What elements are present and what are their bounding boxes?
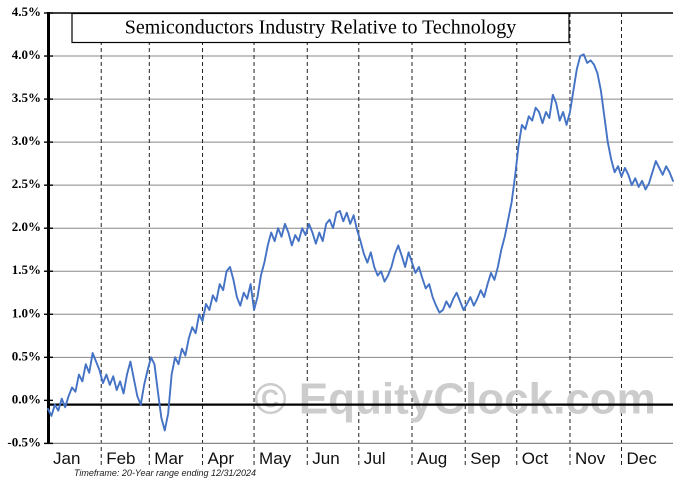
x-axis-label-Sep: Sep: [470, 449, 500, 468]
x-axis-label-Jul: Jul: [364, 449, 386, 468]
y-axis-label-9: 0.0%: [12, 391, 41, 406]
x-axis-label-Jan: Jan: [53, 449, 80, 468]
x-axis-label-Aug: Aug: [417, 449, 447, 468]
y-axis-label-2: 3.5%: [12, 90, 41, 105]
y-axis-label-1: 4.0%: [12, 47, 41, 62]
equityclock-watermark: © EquityClock.com: [254, 375, 656, 424]
x-axis-label-Jun: Jun: [312, 449, 339, 468]
y-axis-label-6: 1.5%: [12, 262, 41, 277]
series-line-semiconductors-vs-technology: [47, 53, 674, 432]
x-axis-label-Apr: Apr: [208, 449, 235, 468]
y-axis-label-4: 2.5%: [12, 176, 41, 191]
y-axis-label-3: 3.0%: [12, 133, 41, 148]
y-axis-label-8: 0.5%: [12, 348, 41, 363]
horizontal-gridlines: [48, 55, 673, 358]
y-axis-label-0: 4.5%: [12, 4, 41, 19]
x-axis-label-Feb: Feb: [106, 449, 135, 468]
x-axis-label-May: May: [259, 449, 292, 468]
x-axis-label-Nov: Nov: [575, 449, 606, 468]
x-axis-label-Dec: Dec: [626, 449, 657, 468]
x-axis-label-Oct: Oct: [522, 449, 549, 468]
y-axis-tick-group: 4.5% 4.0% 3.5% 3.0% 2.5% 2.0% 1.5% 1.0% 0.5% 0.0%…: [7, 4, 53, 449]
chart-title-box: [71, 12, 570, 44]
chart-footnote: Timeframe: 20-Year range ending 12/31/20…: [74, 468, 256, 478]
y-axis-label-5: 2.0%: [12, 219, 41, 234]
vertical-month-gridlines: [100, 13, 622, 466]
chart-title: Semiconductors Industry Relative to Tech…: [125, 17, 517, 39]
x-axis-label-Mar: Mar: [154, 449, 184, 468]
y-axis-label-10: -0.5%: [7, 434, 41, 449]
y-axis-label-7: 1.0%: [12, 305, 41, 320]
x-axis-month-labels: Jan Feb Mar Apr May Jun Jul Aug Sep Oct Nov Dec: [53, 449, 657, 468]
